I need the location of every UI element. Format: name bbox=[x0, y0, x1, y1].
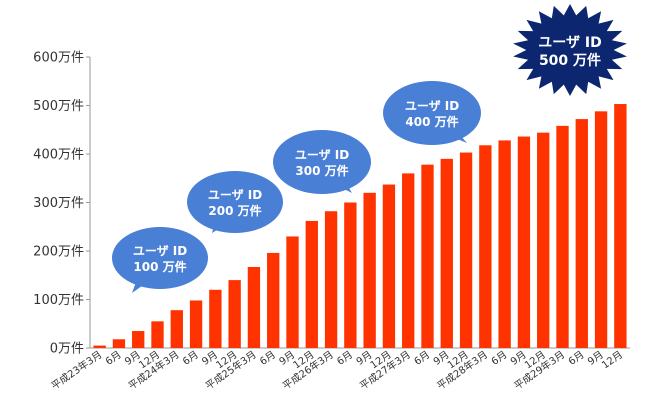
callout-line1: ユーザ ID bbox=[208, 188, 262, 202]
x-tick-label: 6月 bbox=[103, 349, 123, 368]
bar bbox=[189, 300, 203, 348]
x-tick-label: 6月 bbox=[180, 349, 200, 368]
x-tick-label: 6月 bbox=[335, 349, 355, 368]
x-tick-label: 6月 bbox=[412, 349, 432, 368]
bar bbox=[151, 321, 164, 348]
bar bbox=[132, 331, 145, 348]
bar bbox=[93, 345, 106, 348]
bar bbox=[575, 119, 588, 348]
y-tick-label: 200万件 bbox=[33, 245, 84, 260]
callout-line1: ユーザ ID bbox=[405, 99, 459, 113]
callout-line1: ユーザ ID bbox=[133, 244, 187, 258]
x-tick-label: 12月 bbox=[600, 349, 626, 372]
burst-line1: ユーザ ID bbox=[538, 35, 601, 51]
bar bbox=[459, 152, 473, 348]
callout-ellipse bbox=[112, 227, 208, 289]
callout-ellipse bbox=[187, 171, 283, 233]
bar bbox=[267, 252, 280, 348]
bar bbox=[112, 339, 126, 348]
callout-line2: 100 万件 bbox=[133, 259, 186, 274]
bar bbox=[498, 140, 511, 348]
bar bbox=[402, 173, 415, 348]
y-tick-label: 600万件 bbox=[33, 51, 84, 66]
y-tick-label: 100万件 bbox=[33, 293, 84, 308]
y-tick-label: 400万件 bbox=[33, 148, 84, 163]
y-tick-label: 500万件 bbox=[33, 99, 84, 114]
bar bbox=[286, 236, 299, 348]
callout-line2: 300 万件 bbox=[295, 163, 348, 178]
bar bbox=[305, 220, 318, 348]
bar bbox=[324, 211, 338, 348]
callout-line2: 400 万件 bbox=[405, 114, 458, 129]
bar bbox=[170, 310, 183, 348]
bar bbox=[247, 267, 261, 348]
bar bbox=[614, 104, 627, 348]
bar bbox=[228, 280, 241, 348]
bar bbox=[594, 111, 608, 348]
burst-shape bbox=[513, 4, 627, 96]
bar bbox=[537, 132, 550, 348]
bar bbox=[382, 184, 396, 348]
tick-labels: 0万件100万件200万件300万件400万件500万件600万件平成23年3月… bbox=[33, 51, 625, 393]
bar bbox=[479, 145, 492, 348]
burst-line2: 500 万件 bbox=[539, 52, 601, 69]
callout-line2: 200 万件 bbox=[208, 203, 261, 218]
bar bbox=[209, 289, 222, 348]
bar bbox=[363, 192, 376, 348]
x-tick-label: 6月 bbox=[566, 349, 586, 368]
bar bbox=[344, 202, 357, 348]
y-tick-label: 0万件 bbox=[50, 342, 84, 357]
bar bbox=[440, 158, 453, 348]
bar bbox=[421, 164, 434, 348]
callout-line1: ユーザ ID bbox=[295, 148, 349, 162]
x-tick-label: 6月 bbox=[258, 349, 278, 368]
bars bbox=[93, 104, 627, 349]
callout-ellipse bbox=[383, 81, 481, 145]
bar bbox=[556, 125, 569, 349]
callout-ellipse bbox=[273, 130, 371, 194]
bar bbox=[517, 136, 531, 348]
x-tick-label: 6月 bbox=[489, 349, 509, 368]
y-tick-label: 300万件 bbox=[33, 196, 84, 211]
